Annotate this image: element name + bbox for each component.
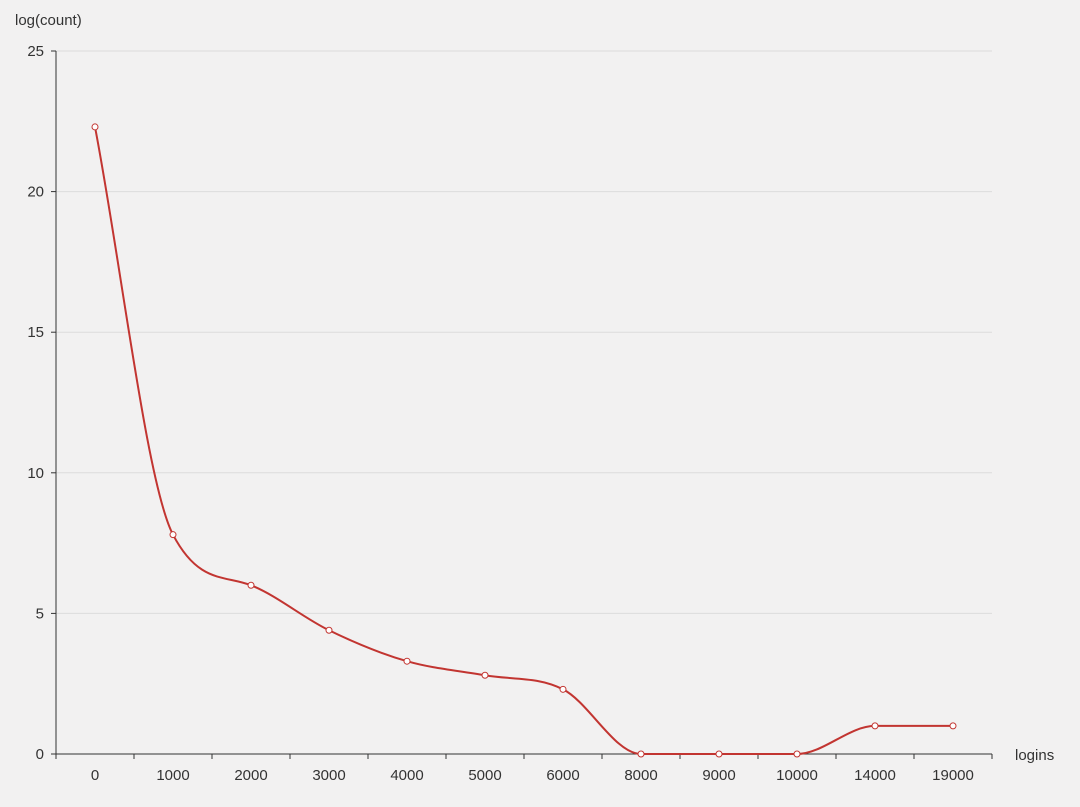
- y-tick-label: 10: [27, 465, 44, 482]
- y-tick-label: 5: [36, 605, 44, 622]
- x-tick-label: 3000: [312, 767, 345, 784]
- data-point: [91, 123, 99, 131]
- series-layer: [94, 126, 953, 756]
- x-tick-label: 1000: [156, 767, 189, 784]
- marker-layer: [91, 123, 957, 758]
- data-point: [715, 750, 723, 758]
- x-tick-label: 8000: [624, 767, 657, 784]
- x-tick-label: 6000: [546, 767, 579, 784]
- data-point: [637, 750, 645, 758]
- data-point: [403, 657, 411, 665]
- x-tick-label: 19000: [932, 767, 974, 784]
- x-tick-label: 5000: [468, 767, 501, 784]
- data-point: [793, 750, 801, 758]
- x-tick-label: 0: [91, 767, 99, 784]
- data-point: [559, 685, 567, 693]
- x-tick-label: 10000: [776, 767, 818, 784]
- series-line: [94, 126, 953, 756]
- data-point: [481, 671, 489, 679]
- y-tick-label: 25: [27, 43, 44, 60]
- grid-layer: [56, 50, 992, 614]
- y-tick-label: 20: [27, 184, 44, 201]
- x-tick-label: 14000: [854, 767, 896, 784]
- x-tick-label: 2000: [234, 767, 267, 784]
- data-point: [247, 581, 255, 589]
- data-point: [949, 722, 957, 730]
- y-tick-label: 0: [36, 746, 44, 763]
- x-axis-title: logins: [1015, 747, 1054, 764]
- label-layer: log(count) logins 0 5 10 15 20 25 0 1000 2000 300…: [15, 12, 1054, 784]
- axis-layer: [51, 50, 993, 759]
- x-tick-label: 9000: [702, 767, 735, 784]
- y-tick-label: 15: [27, 324, 44, 341]
- data-point: [871, 722, 879, 730]
- x-tick-label: 4000: [390, 767, 423, 784]
- y-axis-title: log(count): [15, 12, 82, 29]
- data-point: [169, 531, 177, 539]
- data-point: [325, 626, 333, 634]
